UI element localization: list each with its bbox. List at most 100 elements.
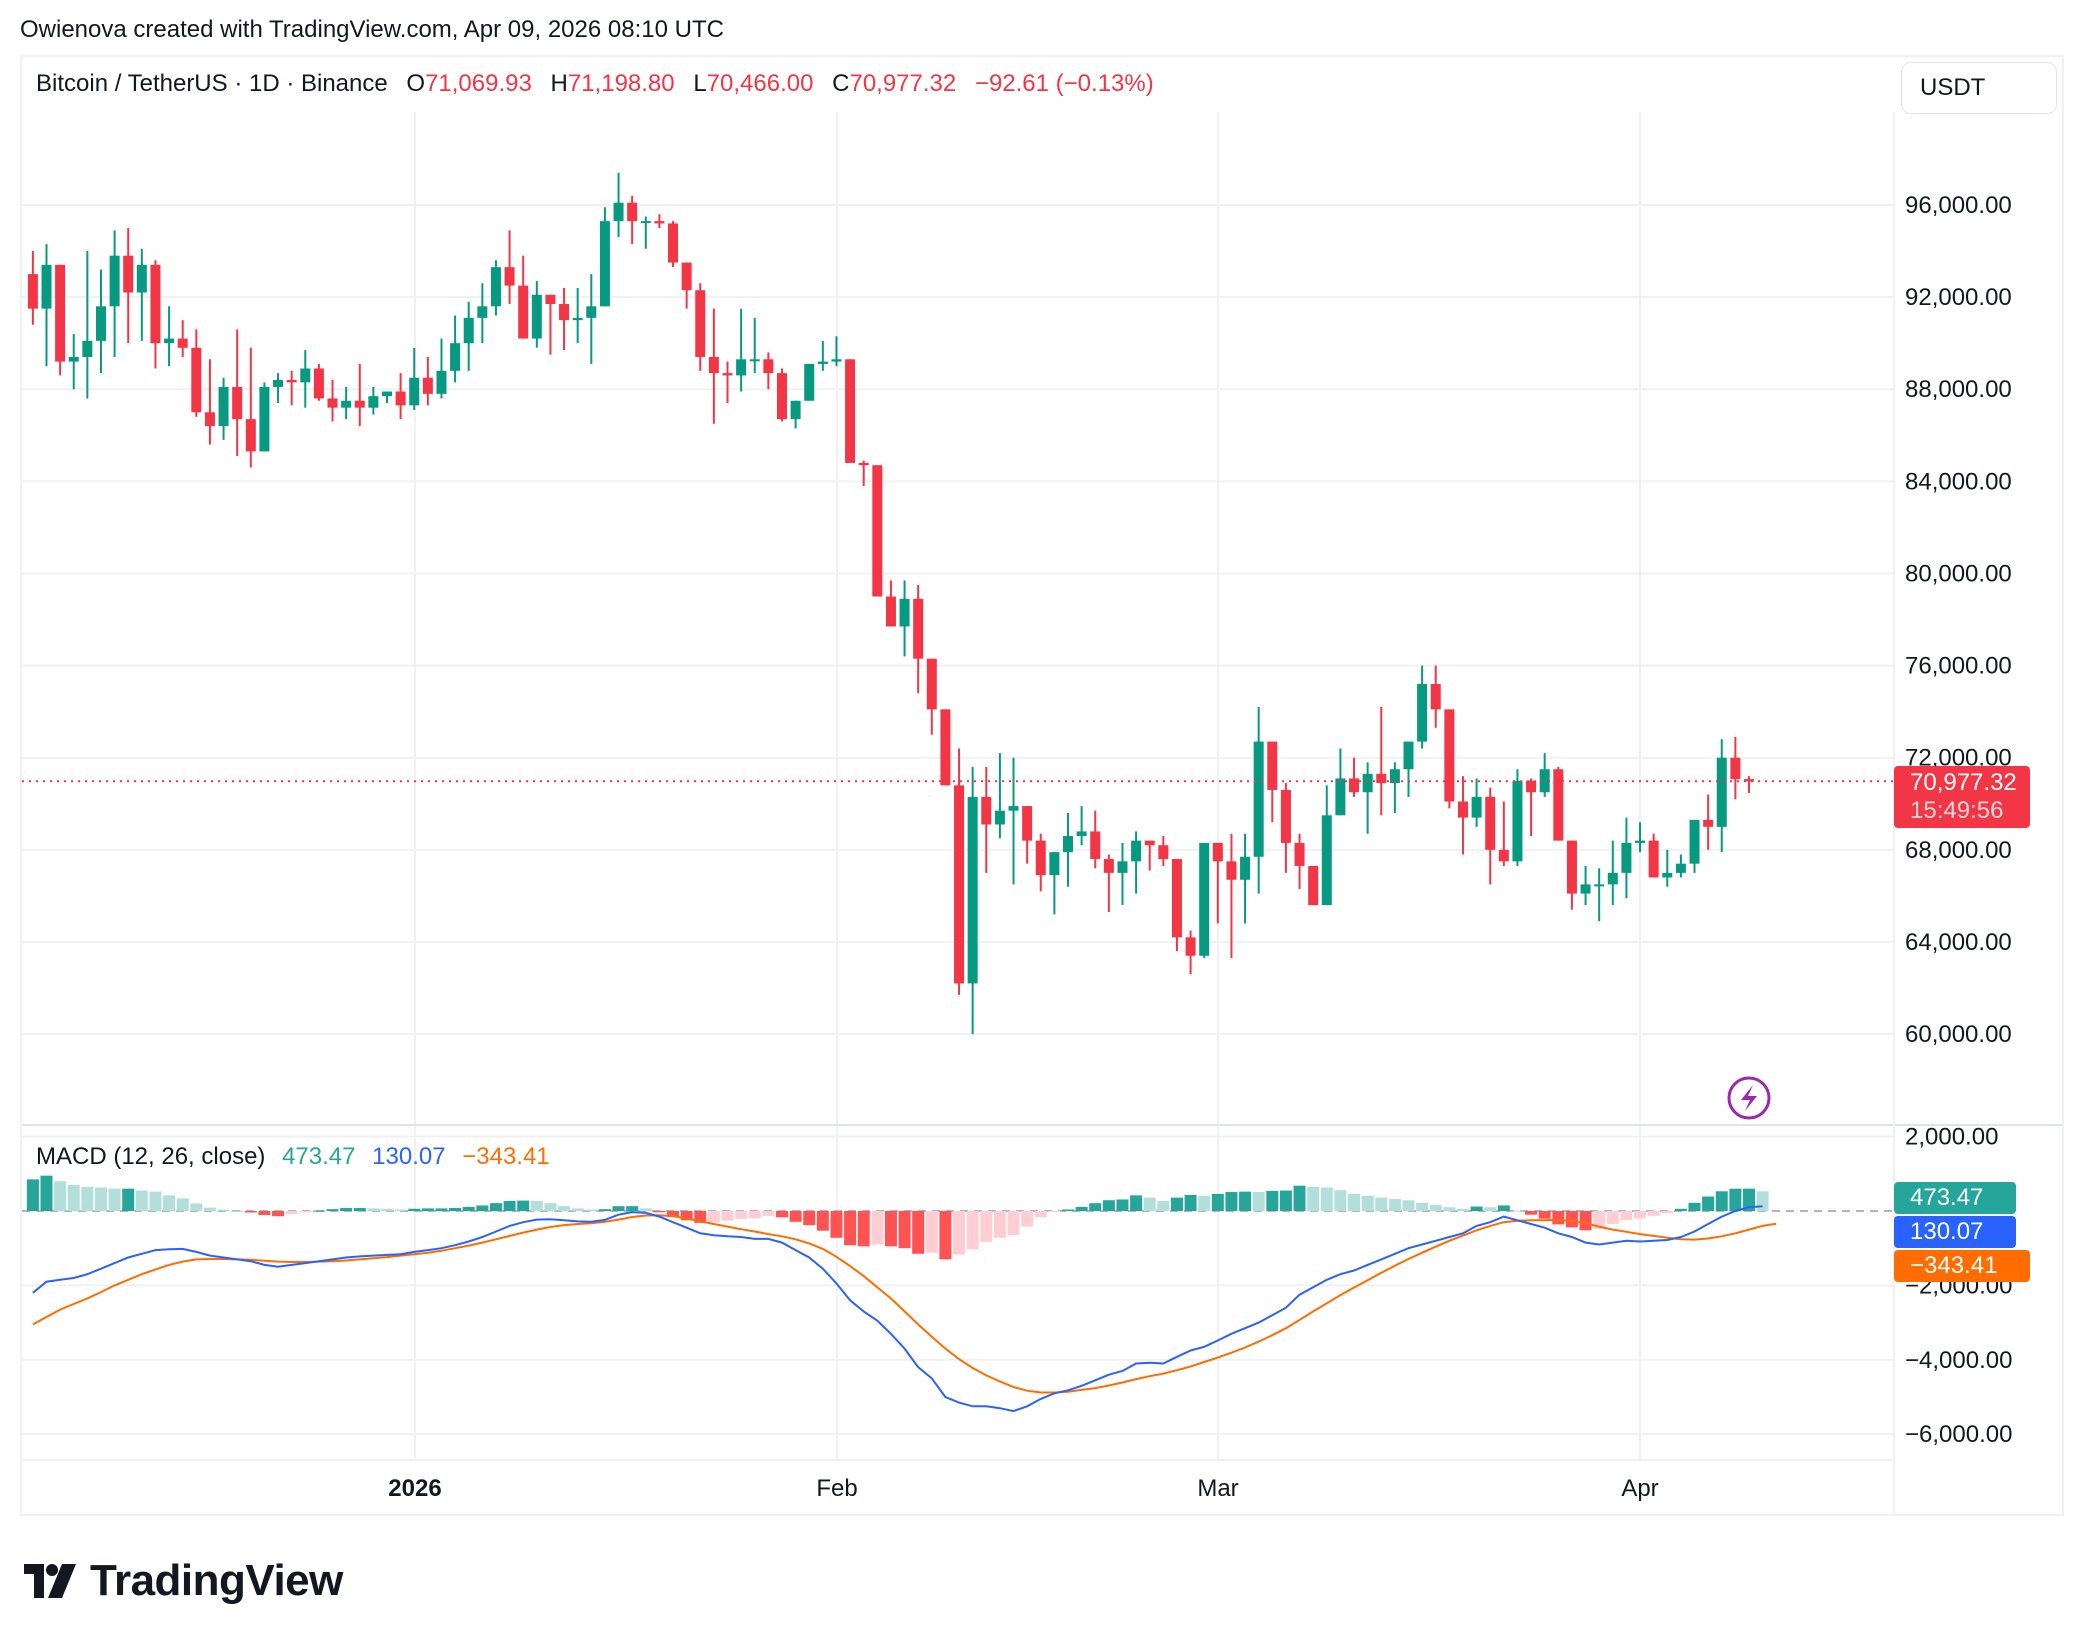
candle-body <box>395 391 406 406</box>
macd-histogram-bar <box>639 1208 652 1211</box>
candle-body <box>545 294 556 305</box>
candle-body <box>204 412 215 427</box>
macd-histogram-bar <box>1647 1211 1660 1216</box>
candle-body <box>1376 773 1387 784</box>
candle-body <box>1226 861 1237 880</box>
candle-body <box>177 338 188 348</box>
candle-body <box>286 380 297 383</box>
price-axis-label: 68,000.00 <box>1905 837 2012 864</box>
candle-body <box>1103 859 1114 873</box>
macd-histogram-bar <box>1470 1206 1483 1211</box>
currency-selector[interactable]: USDT <box>1901 62 2057 114</box>
candle-body <box>41 264 52 309</box>
candle-body <box>109 255 120 307</box>
candle-body <box>858 462 869 466</box>
candle-body <box>218 386 229 427</box>
macd-histogram-bar <box>1252 1192 1265 1211</box>
candle-body <box>1662 872 1673 878</box>
candle-body <box>1253 741 1264 857</box>
macd-histogram-bar <box>1634 1211 1647 1219</box>
macd-histogram-bar <box>54 1181 67 1211</box>
macd-histogram-bar <box>285 1211 298 1214</box>
macd-histogram-bar <box>1130 1195 1143 1211</box>
candle-body <box>845 359 856 463</box>
macd-histogram-bar <box>1184 1195 1197 1211</box>
macd-histogram-bar <box>1429 1205 1442 1211</box>
macd-histogram-bar <box>1525 1211 1538 1215</box>
candle-body <box>164 338 175 344</box>
histogram-tag: 473.47 <box>1894 1182 2016 1214</box>
candle-body <box>1621 842 1632 873</box>
symbol-title[interactable]: Bitcoin / TetherUS · 1D · Binance <box>36 70 388 97</box>
candle-body <box>1539 769 1550 793</box>
macd-histogram-bar <box>394 1209 407 1211</box>
price-axis-label: 60,000.00 <box>1905 1021 2012 1048</box>
macd-line <box>32 1205 1763 1413</box>
macd-histogram-bar <box>217 1209 230 1211</box>
candle-body <box>1090 831 1101 860</box>
candle-body <box>382 391 392 397</box>
candle-body <box>1131 840 1142 862</box>
candle-body <box>559 304 570 321</box>
candle-body <box>763 359 774 374</box>
macd-histogram-bar <box>1239 1191 1252 1211</box>
macd-histogram-bar <box>1565 1211 1578 1228</box>
macd-histogram-bar <box>1211 1193 1224 1211</box>
macd-title[interactable]: MACD (12, 26, close) <box>36 1143 266 1170</box>
macd-histogram-bar <box>1116 1199 1129 1211</box>
candle-body <box>327 398 338 408</box>
macd-histogram-bar <box>135 1190 148 1211</box>
candle-body <box>1607 872 1618 885</box>
macd-histogram-bar <box>340 1208 353 1211</box>
candle-body <box>1008 806 1019 811</box>
macd-histogram-bar <box>735 1211 748 1219</box>
candle-body <box>123 255 134 293</box>
candle-body <box>940 709 951 786</box>
macd-histogram-bar <box>203 1207 216 1211</box>
macd-axis-label: 2,000.00 <box>1905 1124 1998 1151</box>
candle-body <box>95 306 106 341</box>
macd-histogram-bar <box>1048 1211 1061 1212</box>
macd-histogram-bar <box>1552 1211 1565 1225</box>
candle-body <box>1675 863 1686 873</box>
candle-body <box>1471 796 1482 818</box>
bar-countdown: 15:49:56 <box>1910 797 2004 824</box>
macd-histogram-bar <box>272 1211 285 1217</box>
macd-histogram-bar <box>1170 1197 1183 1211</box>
macd-histogram-bar <box>953 1211 966 1255</box>
candle-body <box>981 796 992 825</box>
candle-body <box>1362 773 1373 793</box>
candle-body <box>1648 840 1659 878</box>
macd-line-value: 130.07 <box>372 1143 446 1170</box>
price-axis-label: 88,000.00 <box>1905 376 2012 403</box>
candle-body <box>749 359 760 362</box>
price-axis-label: 96,000.00 <box>1905 192 2012 219</box>
macd-histogram-bar <box>898 1211 911 1249</box>
macd-signal-value: −343.41 <box>462 1143 550 1170</box>
x-tick-2026: 2026 <box>388 1475 442 1502</box>
macd-histogram-bar <box>748 1211 761 1219</box>
macd-histogram-bar <box>1348 1193 1361 1211</box>
macd-histogram-bar <box>721 1211 734 1221</box>
macd-histogram-bar <box>694 1211 707 1223</box>
candle-body <box>1512 780 1523 862</box>
macd-histogram-bar <box>1511 1210 1524 1212</box>
macd-histogram-bar <box>1157 1200 1170 1211</box>
lightning-icon <box>1727 1076 1771 1120</box>
low-value: 70,466.00 <box>706 70 814 97</box>
candle-body <box>1144 840 1155 846</box>
price-axis-label: 64,000.00 <box>1905 929 2012 956</box>
candle-body <box>300 368 311 383</box>
candle-body <box>27 274 38 309</box>
tradingview-logo[interactable]: TradingView <box>24 1556 343 1606</box>
candle-body <box>613 202 624 222</box>
macd-histogram-bar <box>176 1198 189 1211</box>
candle-body <box>1240 856 1251 880</box>
candle-body <box>1526 780 1537 793</box>
candle-body <box>736 359 747 376</box>
candle-body <box>627 202 638 222</box>
candle-body <box>885 596 896 627</box>
macd-histogram-bar <box>1416 1202 1429 1211</box>
candle-body <box>1321 815 1332 906</box>
